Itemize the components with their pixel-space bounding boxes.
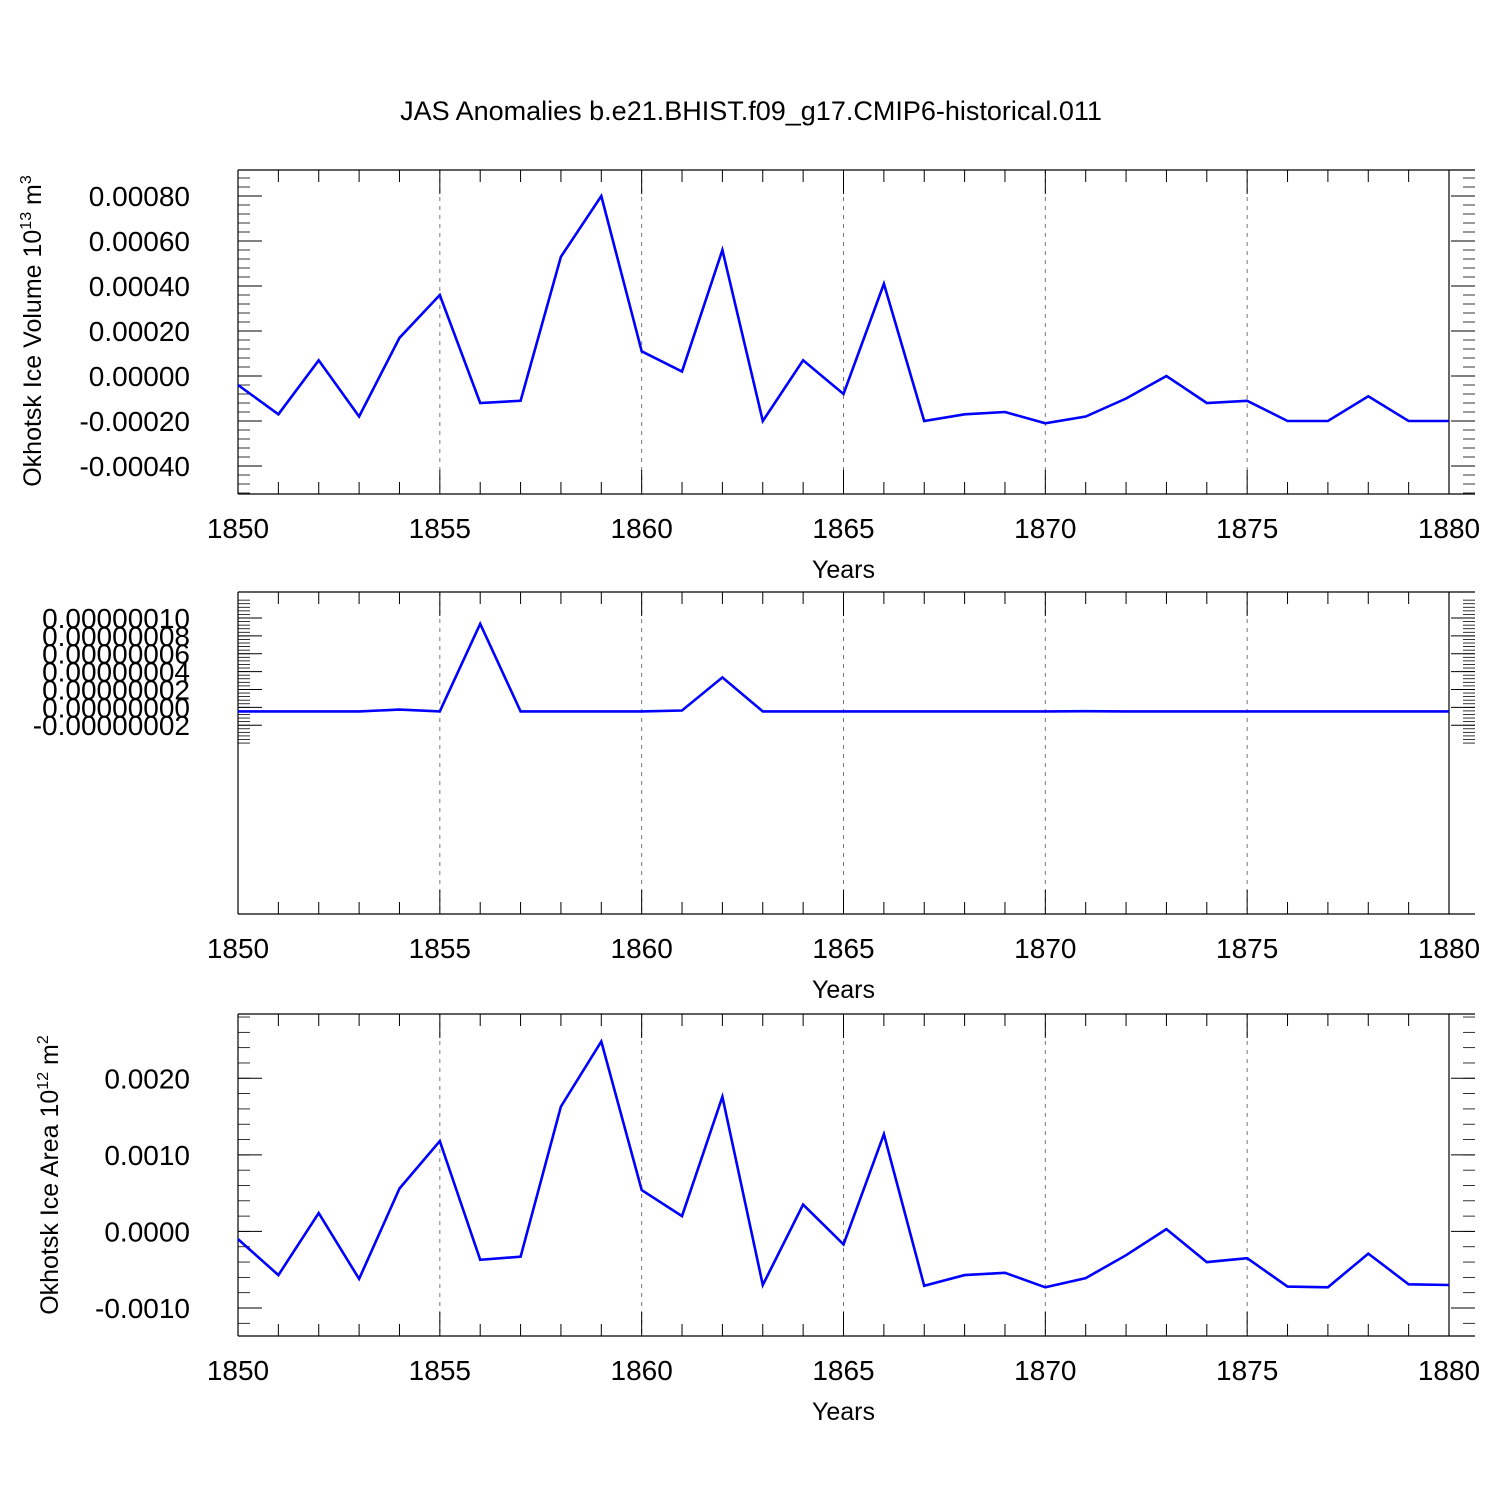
x-tick-label: 1850 (207, 513, 269, 544)
x-tick-label: 1855 (409, 1355, 471, 1386)
y-tick-label: 0.00000010 (42, 603, 190, 634)
y-tick-label: 0.00000002 (42, 674, 190, 705)
x-axis-label: Years (812, 556, 875, 584)
x-tick-label: 1855 (409, 513, 471, 544)
x-tick-label: 1865 (812, 513, 874, 544)
x-tick-label: 1850 (207, 933, 269, 964)
y-tick-label: 0.00080 (89, 181, 190, 212)
x-tick-label: 1855 (409, 933, 471, 964)
x-tick-label: 1875 (1216, 933, 1278, 964)
chart-title: JAS Anomalies b.e21.BHIST.f09_g17.CMIP6-… (400, 96, 1102, 126)
y-tick-label: 0.00000004 (42, 657, 190, 688)
x-tick-label: 1870 (1014, 513, 1076, 544)
y-tick-label: 0.00000006 (42, 639, 190, 670)
y-tick-label: -0.00040 (79, 451, 190, 482)
x-tick-label: 1870 (1014, 933, 1076, 964)
x-tick-label: 1875 (1216, 513, 1278, 544)
x-tick-label: 1860 (611, 513, 673, 544)
x-tick-label: 1865 (812, 933, 874, 964)
panel-anomaly-middle: -0.000000020.000000000.000000020.0000000… (33, 591, 1480, 1004)
x-tick-label: 1865 (812, 1355, 874, 1386)
y-axis-label: Okhotsk Ice Volume 1013 m3 (18, 175, 47, 487)
panel-ice-volume: -0.00040 -0.00020 0.00000 0.00020 0.00040 0.0… (18, 169, 1480, 584)
y-tick-label: -0.00000002 (33, 710, 190, 741)
x-axis-label: Years (812, 976, 875, 1004)
panel-ice-area: -0.0010 0.0000 0.0010 0.0020 1850 1855 1860 186… (35, 1013, 1480, 1426)
x-tick-label: 1875 (1216, 1355, 1278, 1386)
y-axis-label: Okhotsk Ice Area 1012 m2 (35, 1035, 64, 1315)
y-tick-label: 0.0000 (104, 1216, 190, 1247)
y-tick-label: 0.00000 (89, 361, 190, 392)
x-tick-label: 1850 (207, 1355, 269, 1386)
y-tick-label: 0.00040 (89, 271, 190, 302)
y-tick-label: -0.00020 (79, 406, 190, 437)
x-tick-label: 1860 (611, 1355, 673, 1386)
y-tick-label: 0.00020 (89, 316, 190, 347)
x-tick-label: 1880 (1418, 513, 1480, 544)
y-tick-label: 0.00060 (89, 226, 190, 257)
x-tick-label: 1870 (1014, 1355, 1076, 1386)
y-tick-label: 0.00000008 (42, 621, 190, 652)
x-tick-label: 1880 (1418, 933, 1480, 964)
y-tick-label: -0.0010 (95, 1293, 190, 1324)
x-tick-label: 1860 (611, 933, 673, 964)
y-tick-label: 0.0020 (104, 1063, 190, 1094)
x-tick-label: 1880 (1418, 1355, 1480, 1386)
y-tick-label: 0.0010 (104, 1140, 190, 1171)
x-axis-label: Years (812, 1398, 875, 1426)
y-tick-label: 0.00000000 (42, 692, 190, 723)
